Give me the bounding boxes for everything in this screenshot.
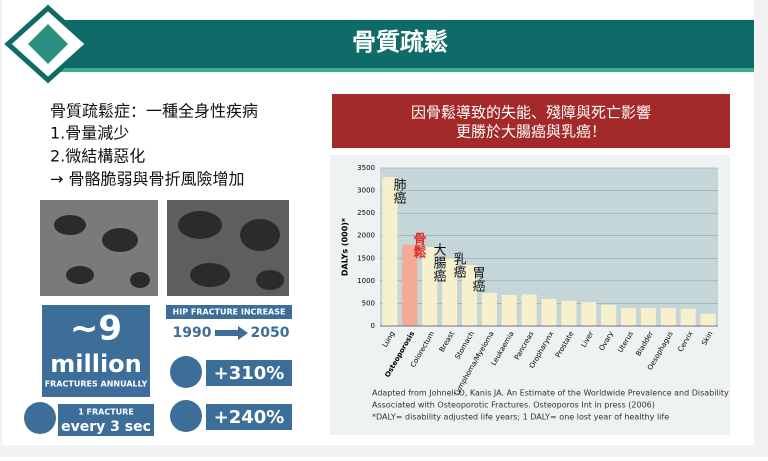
bar: [382, 177, 398, 326]
men-increase: +310%: [214, 363, 285, 384]
bar: [461, 265, 478, 326]
bar: [700, 313, 716, 326]
clock-icon: [24, 402, 56, 434]
annotation: 肺癌: [391, 178, 407, 205]
bar: [541, 298, 557, 326]
y-axis-label: DALYs (000)*: [341, 217, 350, 276]
header-line: [50, 68, 754, 72]
bar: [402, 244, 418, 326]
y-tick-label: 2500: [357, 209, 375, 217]
y-tick-label: 0: [371, 322, 375, 330]
bar: [422, 247, 438, 326]
bar: [481, 293, 497, 326]
icon-inner: [28, 24, 68, 64]
bar: [680, 308, 696, 326]
woman-icon: [170, 400, 202, 432]
to-year: 2050: [251, 325, 290, 341]
women-box: [206, 404, 292, 430]
banner-text: 更勝於大腸癌與乳癌！: [456, 123, 606, 141]
count-sub: FRACTURES ANNUALLY: [45, 380, 148, 389]
y-tick-label: 1000: [357, 277, 375, 285]
bar: [620, 307, 637, 326]
y-tick-label: 3500: [357, 164, 375, 172]
annotation: 骨鬆: [411, 232, 427, 259]
from-year: 1990: [173, 325, 212, 341]
women-increase: +240%: [214, 407, 285, 428]
count-unit: million: [50, 350, 142, 378]
left-text: 骨質疏鬆症：一種全身性疾病: [50, 102, 258, 121]
count-box: [42, 305, 150, 397]
count: ~9: [70, 309, 122, 349]
bar: [521, 294, 537, 326]
man-icon: [170, 356, 202, 388]
y-tick-label: 3000: [357, 187, 375, 195]
y-tick-label: 1500: [357, 254, 375, 262]
rate-bottom: every 3 sec: [61, 419, 151, 435]
annotation: 大腸癌: [431, 243, 447, 283]
bar: [601, 304, 617, 326]
bar: [640, 307, 656, 326]
note: Adapted from Johnell O, Kanis JA. An Est…: [372, 389, 729, 398]
slide-title: 骨質疏鬆: [352, 28, 448, 56]
rate-box: [58, 404, 154, 436]
men-box: [206, 360, 292, 386]
note: *DALY= disability adjusted life years; 1…: [372, 413, 669, 422]
bar: [501, 294, 517, 326]
left-text: → 骨骼脆弱與骨折風險增加: [50, 170, 245, 189]
banner: [332, 94, 730, 148]
photo-texture: [54, 211, 284, 290]
arrow: [215, 326, 248, 340]
hip-title: HIP FRACTURE INCREASE: [173, 308, 286, 317]
bar: [442, 258, 458, 326]
y-tick-label: 2000: [357, 232, 375, 240]
header-band: [50, 20, 754, 68]
bar: [561, 300, 577, 326]
left-text: 1.骨量減少: [50, 124, 129, 143]
bar: [660, 307, 676, 326]
banner-text: 因骨鬆導致的失能、殘障與死亡影響: [411, 104, 651, 122]
hip-box: [166, 305, 292, 319]
annotation: 胃癌: [470, 266, 486, 293]
bar: [581, 302, 597, 326]
y-tick-label: 500: [362, 299, 375, 307]
left-text: 2.微結構惡化: [50, 147, 145, 166]
note: Associated with Osteoporotic Fractures. …: [372, 401, 655, 410]
rate-top: 1 FRACTURE: [78, 408, 134, 417]
annotation: 乳癌: [451, 252, 467, 279]
